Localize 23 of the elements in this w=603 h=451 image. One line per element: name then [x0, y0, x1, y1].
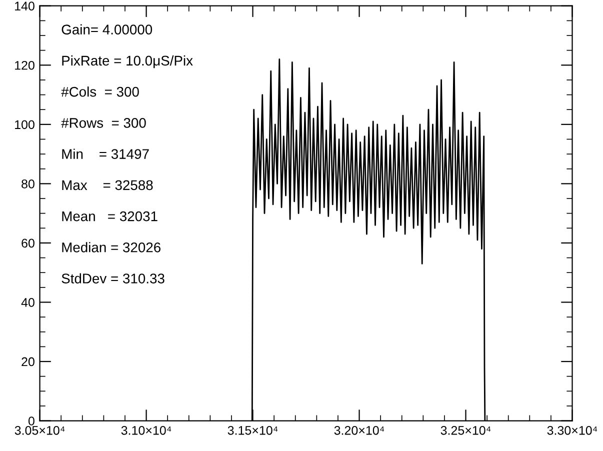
y-tick-label: 140: [15, 2, 34, 11]
x-tick-label: 3.05×10⁴: [14, 426, 65, 435]
y-tick-label: 120: [15, 60, 34, 70]
annotation: Mean = 32031: [62, 211, 158, 222]
y-tick-label: 60: [22, 238, 34, 248]
annotation: PixRate = 10.0μS/Pix: [62, 55, 193, 68]
annotation: Max = 32588: [62, 180, 153, 190]
x-tick-label: 3.10×10⁴: [121, 426, 172, 435]
y-tick-label: 80: [22, 179, 34, 188]
y-tick-label: 0: [28, 416, 34, 426]
x-tick-label: 3.15×10⁴: [228, 426, 278, 435]
annotation: StdDev = 310.33: [62, 273, 164, 284]
annotation: Min = 31497: [62, 148, 149, 159]
x-tick-label: 3.20×10⁴: [334, 426, 384, 435]
x-tick-label: 3.25×10⁴: [440, 426, 491, 435]
annotation: Gain= 4.00000: [62, 24, 152, 34]
y-tick-label: 100: [15, 120, 34, 130]
x-tick-label: 3.30×10⁴: [547, 426, 598, 435]
annotation: #Cols = 300: [61, 86, 139, 97]
annotation: Median = 32026: [62, 242, 160, 252]
y-tick-label: 40: [21, 298, 34, 307]
annotation: #Rows = 300: [61, 118, 146, 128]
y-tick-label: 20: [22, 357, 34, 366]
